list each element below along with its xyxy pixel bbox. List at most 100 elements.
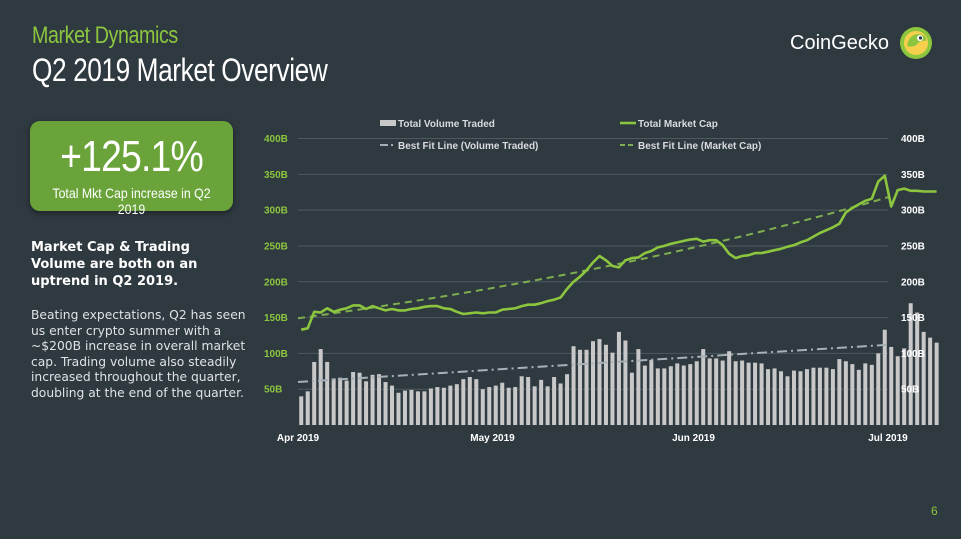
- y-tick-label-left: 400B: [264, 134, 288, 145]
- volume-bar: [824, 367, 829, 425]
- volume-bar: [681, 365, 686, 425]
- volume-bar: [675, 363, 680, 425]
- kpi-box: +125.1% Total Mkt Cap increase in Q2 201…: [30, 121, 233, 217]
- best-fit-lines: [297, 196, 889, 384]
- volume-bar: [519, 376, 524, 425]
- volume-bar: [299, 396, 304, 425]
- volume-bar: [928, 337, 933, 425]
- volume-bar: [850, 364, 855, 425]
- y-tick-label-right: 350B: [901, 170, 925, 181]
- volume-bar: [727, 351, 732, 425]
- y-tick-label-left: 100B: [264, 349, 288, 360]
- volume-bar: [915, 312, 920, 425]
- volume-bar: [325, 361, 330, 425]
- volume-bar: [766, 369, 771, 425]
- volume-bar: [694, 361, 699, 425]
- volume-bar: [597, 339, 602, 425]
- volume-bar: [785, 376, 790, 425]
- section-subtitle: Market Dynamics: [32, 22, 178, 49]
- volume-bar: [305, 391, 310, 425]
- volume-bar: [493, 385, 498, 425]
- legend-label: Best Fit Line (Volume Traded): [398, 141, 538, 152]
- volume-bar: [843, 361, 848, 425]
- volume-bar: [798, 371, 803, 425]
- volume-bar: [882, 329, 887, 425]
- volume-bar: [779, 371, 784, 425]
- volume-bar: [714, 358, 719, 425]
- kpi-value: +125.1%: [60, 132, 204, 181]
- y-tick-label-right: 250B: [901, 241, 925, 252]
- volume-bar: [364, 381, 369, 425]
- legend-item: Total Volume Traded: [380, 119, 495, 130]
- volume-bar: [390, 385, 395, 425]
- volume-bar: [571, 346, 576, 425]
- volume-bar: [318, 349, 323, 425]
- volume-bar: [474, 379, 479, 425]
- volume-bar: [552, 377, 557, 425]
- volume-bar: [526, 377, 531, 425]
- volume-bar: [733, 361, 738, 425]
- volume-bar: [532, 386, 537, 425]
- volume-bar: [351, 371, 356, 425]
- page-title: Q2 2019 Market Overview: [32, 52, 328, 88]
- x-tick-label: Apr 2019: [277, 433, 320, 444]
- volume-bar: [545, 386, 550, 425]
- volume-bar: [908, 303, 913, 425]
- legend-label: Total Volume Traded: [398, 119, 495, 130]
- volume-bar: [357, 372, 362, 425]
- volume-bar: [428, 388, 433, 425]
- volume-bar: [461, 379, 466, 425]
- volume-bar: [876, 353, 881, 425]
- volume-bar: [655, 368, 660, 425]
- gecko-logo-icon: [899, 27, 932, 59]
- best-fit-line-market-cap: [297, 196, 889, 320]
- volume-bar: [578, 349, 583, 425]
- volume-bar: [454, 384, 459, 425]
- page-number: 6: [931, 504, 938, 518]
- legend-label: Best Fit Line (Market Cap): [638, 141, 761, 152]
- volume-bar: [370, 374, 375, 425]
- volume-bar: [480, 389, 485, 425]
- volume-bar: [720, 360, 725, 425]
- volume-bar: [435, 387, 440, 425]
- volume-bar: [753, 362, 758, 425]
- volume-bar: [448, 385, 453, 425]
- y-tick-label-right: 100B: [901, 349, 925, 360]
- volume-bar: [804, 369, 809, 425]
- volume-bar: [415, 391, 420, 425]
- legend-swatch-bar: [380, 120, 396, 126]
- volume-bar: [791, 370, 796, 425]
- volume-bar: [811, 367, 816, 425]
- market-cap-series-line: [300, 174, 937, 331]
- y-tick-label-right: 300B: [901, 206, 925, 217]
- volume-bar: [590, 341, 596, 425]
- volume-bar: [830, 369, 835, 425]
- volume-bar: [636, 349, 641, 425]
- volume-bar: [500, 382, 505, 425]
- x-axis: Apr 2019 May 2019 Jun 2019 Jul 2019: [277, 433, 908, 444]
- legend-item: Best Fit Line (Volume Traded): [380, 141, 538, 152]
- volume-bar: [312, 361, 317, 425]
- y-tick-label-left: 250B: [264, 241, 288, 252]
- brand-logo: CoinGecko: [790, 26, 933, 60]
- volume-bar: [772, 368, 777, 425]
- volume-bar: [506, 387, 511, 425]
- volume-bar: [344, 380, 349, 425]
- y-axis-right: 400B 350B 300B 250B 200B 150B 100B 50B: [901, 134, 925, 396]
- y-tick-label-left: 200B: [264, 277, 288, 288]
- x-tick-label: May 2019: [470, 433, 515, 444]
- volume-bar: [856, 369, 861, 425]
- y-tick-label-right: 50B: [901, 385, 919, 396]
- volume-bar: [623, 340, 628, 425]
- y-tick-label-left: 150B: [264, 313, 288, 324]
- volume-bar: [863, 363, 868, 425]
- volume-bar: [513, 387, 518, 425]
- y-tick-label-left: 350B: [264, 170, 288, 181]
- volume-bar: [409, 389, 414, 425]
- volume-bar: [668, 366, 673, 425]
- y-tick-label-right: 200B: [901, 277, 925, 288]
- volume-bar: [746, 362, 751, 425]
- volume-bar: [649, 359, 654, 425]
- x-tick-label: Jun 2019: [672, 433, 715, 444]
